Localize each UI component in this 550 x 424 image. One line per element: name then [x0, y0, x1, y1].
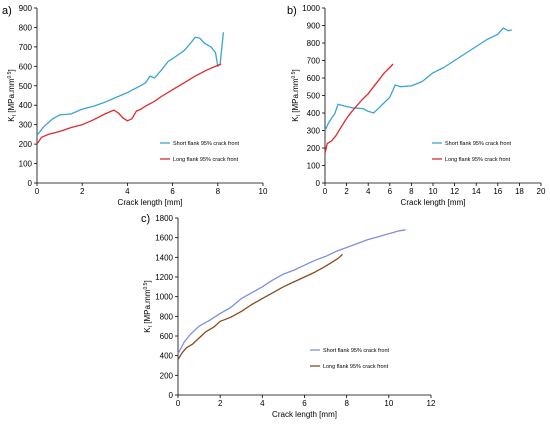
x-tick-label: 6 — [302, 399, 307, 408]
y-axis-label-exponent: 0.5 — [291, 71, 297, 78]
y-tick-label: 400 — [19, 101, 33, 110]
x-tick-label: 10 — [429, 187, 438, 196]
y-tick-label: 1400 — [155, 253, 173, 262]
y-tick-label: 1600 — [155, 234, 173, 243]
y-axis-label-unit: [MPa.mm — [7, 78, 16, 115]
y-tick-label: 100 — [307, 162, 321, 171]
x-tick-label: 4 — [260, 399, 265, 408]
chart-panel-2: b)0 2 4 6 8 10 12 14 16 18 20010020030040050060070… — [287, 4, 546, 207]
y-tick-label: 600 — [19, 62, 33, 71]
y-tick-label: 1000 — [155, 293, 173, 302]
y-axis-label-unit: [MPa.mm — [291, 78, 300, 115]
x-tick-label: 8 — [216, 187, 221, 196]
y-axis-label-subscript: I — [296, 115, 302, 116]
y-axis-label-close: ] — [7, 69, 16, 71]
y-tick-label: 0 — [169, 391, 174, 400]
y-tick-label: 300 — [307, 127, 321, 136]
series-line-1 — [324, 27, 512, 131]
y-tick-label: 900 — [19, 4, 33, 13]
x-tick-label: 12 — [427, 399, 436, 408]
y-axis-label-exponent: 0.5 — [7, 71, 13, 78]
legend-label-1: Short flank 95% crack front — [445, 141, 512, 147]
y-tick-label: 700 — [19, 43, 33, 52]
y-tick-label: 300 — [19, 121, 33, 130]
y-tick-label: 1000 — [302, 4, 320, 13]
legend-label-2: Long flank 95% crack front — [173, 157, 239, 163]
x-tick-label: 4 — [125, 187, 130, 196]
y-tick-label: 200 — [160, 371, 174, 380]
y-tick-label: 100 — [19, 160, 33, 169]
x-tick-label: 14 — [472, 187, 481, 196]
y-axis-label-subscript: I — [148, 326, 154, 327]
y-tick-label: 900 — [307, 22, 321, 31]
y-axis-label: KI [MPa.mm0.5] — [143, 280, 154, 332]
x-tick-label: 16 — [493, 187, 502, 196]
series-line-1 — [177, 229, 406, 355]
y-tick-label: 200 — [307, 144, 321, 153]
y-tick-label: 500 — [19, 82, 33, 91]
y-axis-label: KI [MPa.mm0.5] — [7, 69, 18, 121]
y-axis-label-symbol: K — [7, 116, 16, 122]
y-axis-label-close: ] — [291, 69, 300, 71]
panel-label: b) — [287, 5, 297, 17]
y-axis-label-subscript: I — [12, 115, 18, 116]
y-tick-label: 800 — [19, 23, 33, 32]
x-tick-label: 2 — [344, 187, 349, 196]
y-axis-label-symbol: K — [291, 116, 300, 122]
y-tick-label: 1800 — [155, 214, 173, 223]
chart-panel-1: a)0 2 4 6 8 100100200300400500600700800900Cra… — [2, 4, 268, 207]
x-tick-label: 10 — [259, 187, 268, 196]
y-tick-label: 200 — [19, 140, 33, 149]
y-tick-label: 800 — [307, 39, 321, 48]
y-tick-label: 400 — [160, 352, 174, 361]
y-tick-label: 600 — [307, 74, 321, 83]
x-tick-label: 0 — [176, 399, 181, 408]
x-tick-label: 18 — [515, 187, 524, 196]
chart-panel-3: c) 0 2 4 6 8 10 12 0 200 400 600 800 1000 1200 1400 1600… — [141, 213, 436, 419]
panel-label: a) — [2, 5, 12, 17]
legend-label-1: Short flank 95% crack front — [173, 141, 240, 147]
series-line-1 — [36, 32, 225, 136]
series-line-2 — [36, 63, 222, 145]
y-tick-label: 700 — [307, 57, 321, 66]
x-tick-label: 6 — [170, 187, 175, 196]
y-tick-label: 400 — [307, 109, 321, 118]
legend-label-2: Long flank 95% crack front — [323, 364, 389, 370]
series-line-2 — [177, 253, 343, 360]
series-line-2 — [324, 63, 394, 154]
x-tick-label: 2 — [218, 399, 223, 408]
y-axis-label-unit: [MPa.mm — [143, 289, 152, 326]
y-tick-label: 0 — [316, 179, 321, 188]
panel-label: c) — [141, 213, 150, 225]
y-tick-label: 0 — [28, 179, 33, 188]
x-tick-label: 6 — [388, 187, 393, 196]
y-axis-label-close: ] — [143, 280, 152, 282]
x-tick-label: 0 — [323, 187, 328, 196]
x-tick-label: 8 — [409, 187, 414, 196]
x-axis-label: Crack length [mm] — [118, 198, 183, 207]
y-tick-label: 500 — [307, 92, 321, 101]
y-axis-label: KI [MPa.mm0.5] — [291, 69, 302, 121]
x-tick-label: 2 — [80, 187, 85, 196]
x-tick-label: 4 — [366, 187, 371, 196]
legend-label-2: Long flank 95% crack front — [445, 157, 511, 163]
y-tick-label: 1200 — [155, 273, 173, 282]
y-tick-label: 800 — [160, 312, 174, 321]
x-axis-label: Crack length [mm] — [401, 198, 466, 207]
legend-label-1: Short flank 95% crack front — [323, 348, 390, 354]
x-tick-label: 8 — [344, 399, 349, 408]
x-axis-label: Crack length [mm] — [272, 410, 337, 419]
x-tick-label: 0 — [35, 187, 40, 196]
x-tick-label: 12 — [450, 187, 459, 196]
x-tick-label: 20 — [537, 187, 546, 196]
x-tick-label: 10 — [384, 399, 393, 408]
y-axis-label-symbol: K — [143, 327, 152, 333]
y-axis-label-exponent: 0.5 — [143, 282, 149, 289]
y-tick-label: 600 — [160, 332, 174, 341]
